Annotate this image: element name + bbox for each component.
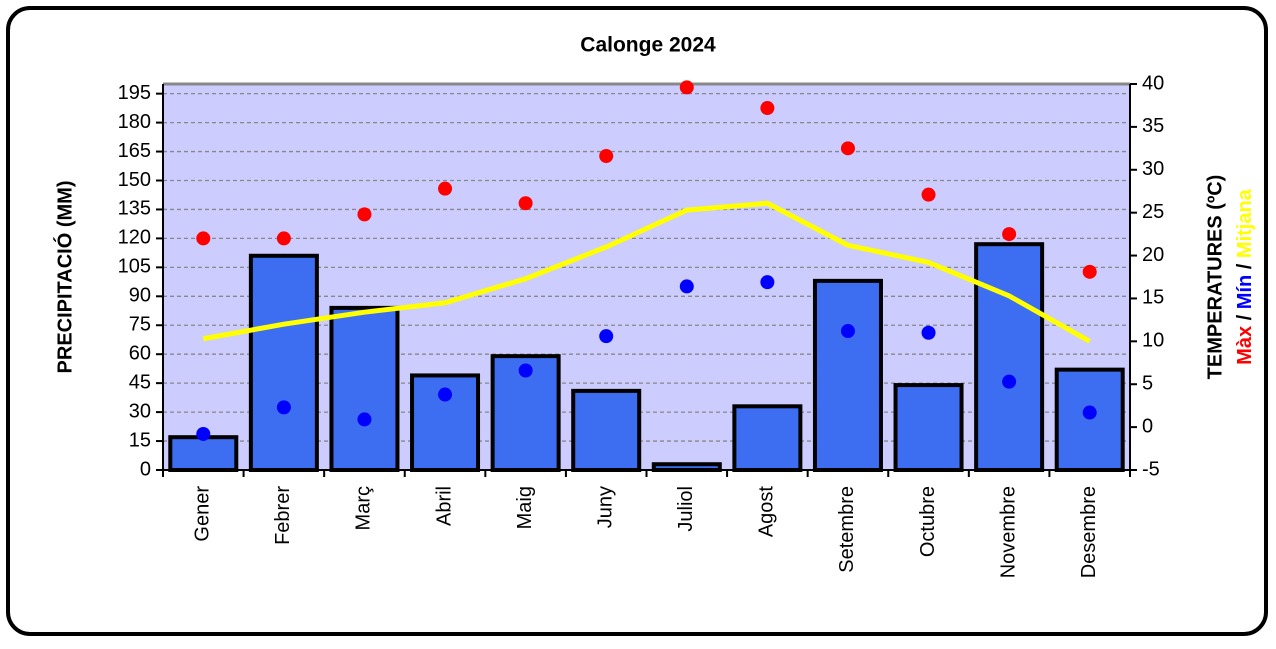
point xyxy=(760,275,775,290)
point xyxy=(599,329,614,344)
legend-entry: Mín xyxy=(1234,275,1256,309)
x-tick-label: Gener xyxy=(192,486,214,542)
y2-tick-label: 40 xyxy=(1142,72,1164,94)
y-tick-label: 30 xyxy=(129,400,151,422)
x-tick-label: Maig xyxy=(514,486,536,529)
x-tick-label: Abril xyxy=(433,486,455,526)
y2-tick-label: 0 xyxy=(1142,415,1153,437)
x-tick-label: Març xyxy=(353,486,375,530)
legend-entry: Màx xyxy=(1234,326,1256,365)
point xyxy=(357,207,372,222)
point xyxy=(438,181,453,196)
y-tick-label: 105 xyxy=(118,256,151,278)
x-tick-label: Juny xyxy=(594,486,616,528)
point xyxy=(921,325,936,340)
point xyxy=(276,400,291,415)
y2-tick-label: -5 xyxy=(1142,458,1160,480)
y-tick-label: 165 xyxy=(118,140,151,162)
point xyxy=(276,231,291,246)
bar xyxy=(168,435,239,473)
point xyxy=(1082,264,1097,279)
point xyxy=(1082,405,1097,420)
y-tick-label: 45 xyxy=(129,371,151,393)
y-tick-label: 180 xyxy=(118,111,151,133)
line xyxy=(202,200,1091,344)
y2-tick-label: 30 xyxy=(1142,158,1164,180)
y-axis-label: PRECIPITACIÓ (MM) xyxy=(52,181,76,374)
y2-tick-label: 35 xyxy=(1142,115,1164,137)
point xyxy=(840,141,855,156)
y2-tick-label: 15 xyxy=(1142,287,1164,309)
x-tick-label: Octubre xyxy=(917,486,939,557)
y-tick-label: 90 xyxy=(129,285,151,307)
y-tick-label: 195 xyxy=(118,82,151,104)
point xyxy=(840,324,855,339)
legend-separator: / xyxy=(1234,314,1256,320)
y2-axis-legend: Màx / Mín / Mitjana xyxy=(1234,188,1256,364)
bar xyxy=(1054,367,1125,473)
y2-tick-label: 5 xyxy=(1142,373,1153,395)
point xyxy=(679,279,694,294)
y2-tick-label: 20 xyxy=(1142,244,1164,266)
x-tick-label: Agost xyxy=(756,486,778,538)
y-tick-label: 0 xyxy=(140,458,151,480)
point xyxy=(438,387,453,402)
bar xyxy=(893,383,964,472)
legend-separator: / xyxy=(1234,263,1256,269)
x-tick-label: Febrer xyxy=(272,486,294,545)
x-tick-label: Juliol xyxy=(675,486,697,532)
point xyxy=(1002,374,1017,389)
y2-axis-label: TEMPERATURES (ºC) xyxy=(1204,175,1226,380)
point xyxy=(679,80,694,95)
y2-tick-label: 25 xyxy=(1142,201,1164,223)
x-tick-label: Desembre xyxy=(1078,486,1100,578)
y-tick-label: 150 xyxy=(118,169,151,191)
y-tick-label: 15 xyxy=(129,429,151,451)
chart-title: Calonge 2024 xyxy=(580,34,716,57)
point xyxy=(921,187,936,202)
bar xyxy=(329,305,400,472)
point xyxy=(760,101,775,116)
y-tick-label: 120 xyxy=(118,227,151,249)
bar xyxy=(571,388,642,472)
y-tick-label: 75 xyxy=(129,314,151,336)
legend-entry: Mitjana xyxy=(1234,188,1256,258)
point xyxy=(1002,227,1017,242)
bar xyxy=(812,278,883,472)
y-tick-label: 135 xyxy=(118,198,151,220)
x-tick-label: Novembre xyxy=(997,486,1019,578)
bar xyxy=(248,253,319,472)
point xyxy=(196,426,211,441)
x-tick-label: Setembre xyxy=(836,486,858,573)
y2-tick-label: 10 xyxy=(1142,330,1164,352)
point xyxy=(518,196,533,211)
bar xyxy=(732,404,803,472)
point xyxy=(196,231,211,246)
point xyxy=(357,412,372,427)
point xyxy=(518,363,533,378)
bar xyxy=(974,242,1045,472)
point xyxy=(599,149,614,164)
y-tick-label: 60 xyxy=(129,342,151,364)
